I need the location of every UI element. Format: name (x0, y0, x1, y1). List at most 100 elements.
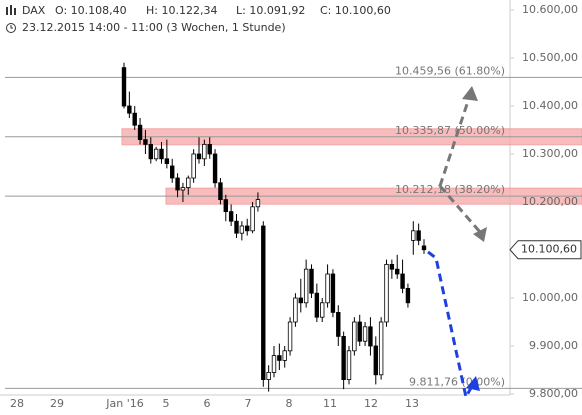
candle-body (330, 273, 336, 313)
candle-body (341, 335, 346, 380)
y-tick-label: 10.400,00 (522, 99, 578, 112)
candle-body (148, 143, 153, 160)
candle-body (282, 350, 287, 361)
candle-body (132, 112, 137, 126)
x-tick-label: 5 (163, 397, 170, 410)
candle-body (261, 225, 266, 381)
fib-label: 9.811,76 (0.00%) (409, 375, 505, 388)
candle-body (378, 321, 384, 376)
candle-body (159, 148, 164, 160)
candle-body (239, 225, 245, 234)
candle-body (266, 371, 271, 380)
y-tick-label: 10.200,00 (522, 195, 578, 208)
candle-body (384, 263, 389, 323)
x-tick-label: 11 (323, 397, 337, 410)
low: L: 10.091,92 (236, 4, 305, 17)
y-tick-label: 9.900,00 (529, 339, 578, 352)
candle-body (416, 230, 421, 241)
arrow (438, 94, 472, 187)
candle-body (357, 321, 362, 342)
clock-icon (6, 23, 16, 33)
candle-body (202, 143, 207, 160)
candle-body (303, 268, 309, 304)
arrow-head (462, 86, 478, 101)
clock-icon (10, 25, 13, 29)
x-tick-label: 28 (10, 397, 24, 410)
candle-body (373, 345, 378, 376)
y-tick-label: 10.300,00 (522, 147, 578, 160)
fib-label: 10.335,87 (50.00%) (395, 124, 505, 137)
symbol: DAX (22, 4, 46, 17)
y-tick-label: 10.000,00 (522, 291, 578, 304)
candle-body (207, 143, 212, 155)
close: C: 10.100,60 (320, 4, 391, 17)
plot: 10.459,56 (61.80%) 10.335,87 (50.00%) 10.2… (5, 62, 582, 392)
candle-body (175, 177, 180, 191)
candle-body (293, 297, 298, 323)
arrow-head (466, 376, 480, 391)
price-tag (509, 240, 582, 260)
arrow (438, 185, 482, 233)
candle-body (395, 268, 400, 275)
projection (427, 86, 487, 402)
x-tick-label: 12 (364, 397, 378, 410)
x-tick-label: 6 (204, 397, 211, 410)
candle-body (250, 206, 255, 232)
candle-body (325, 273, 330, 304)
candle-body (223, 199, 228, 213)
candle-body (362, 326, 368, 342)
x-tick-label: 7 (245, 397, 252, 410)
candle-body (186, 177, 191, 189)
candle-body (309, 268, 314, 294)
candle-body (127, 105, 132, 114)
candle-body (298, 297, 303, 304)
candle-body (314, 292, 320, 318)
arrow-head (473, 227, 487, 242)
candle-body (346, 350, 352, 380)
y-tick-label: 10.600,00 (522, 3, 578, 16)
candle-body (170, 165, 175, 179)
candle-body (400, 273, 405, 289)
x-tick-label: 13 (405, 397, 419, 410)
candle-body (277, 355, 282, 361)
candle-body (336, 311, 341, 337)
candle-body (228, 211, 234, 222)
candle-body (137, 124, 143, 140)
candle-body (255, 199, 261, 208)
candle-body (421, 245, 427, 251)
y-tick-label: 10.500,00 (522, 51, 578, 64)
candle-body (153, 148, 159, 160)
candle-body (191, 153, 196, 179)
candle-body (218, 182, 223, 201)
x-tick-label: Jan '16 (105, 397, 143, 410)
candle-body (196, 153, 202, 160)
candle-body (212, 153, 218, 184)
icon (10, 5, 12, 15)
candle-body (368, 326, 373, 347)
candle-body (411, 230, 416, 241)
open: O: 10.108,40 (55, 4, 127, 17)
price-tag-label: 10.100,60 (521, 243, 577, 256)
high: H: 10.122,34 (146, 4, 217, 17)
candle-body (234, 220, 239, 234)
candle-body (164, 158, 170, 165)
candle-body (352, 321, 357, 352)
candle-body (121, 67, 127, 107)
period: 23.12.2015 14:00 - 11:00 (3 Wochen, 1 St… (22, 21, 286, 34)
candle-body (320, 302, 325, 318)
icon (6, 7, 8, 15)
x-tick-label: 29 (50, 397, 64, 410)
candle-body (180, 187, 186, 191)
arrow (427, 250, 474, 402)
fib-label: 10.459,56 (61.80%) (395, 64, 505, 77)
y-tick-label: 9.800,00 (529, 387, 578, 400)
fib-label: 10.212,18 (38.20%) (395, 183, 505, 196)
x-tick-label: 8 (286, 397, 293, 410)
candle-body (271, 355, 277, 373)
candle-body (143, 139, 148, 145)
candle-body (245, 225, 250, 232)
icon (14, 8, 16, 15)
candle-body (287, 321, 293, 352)
